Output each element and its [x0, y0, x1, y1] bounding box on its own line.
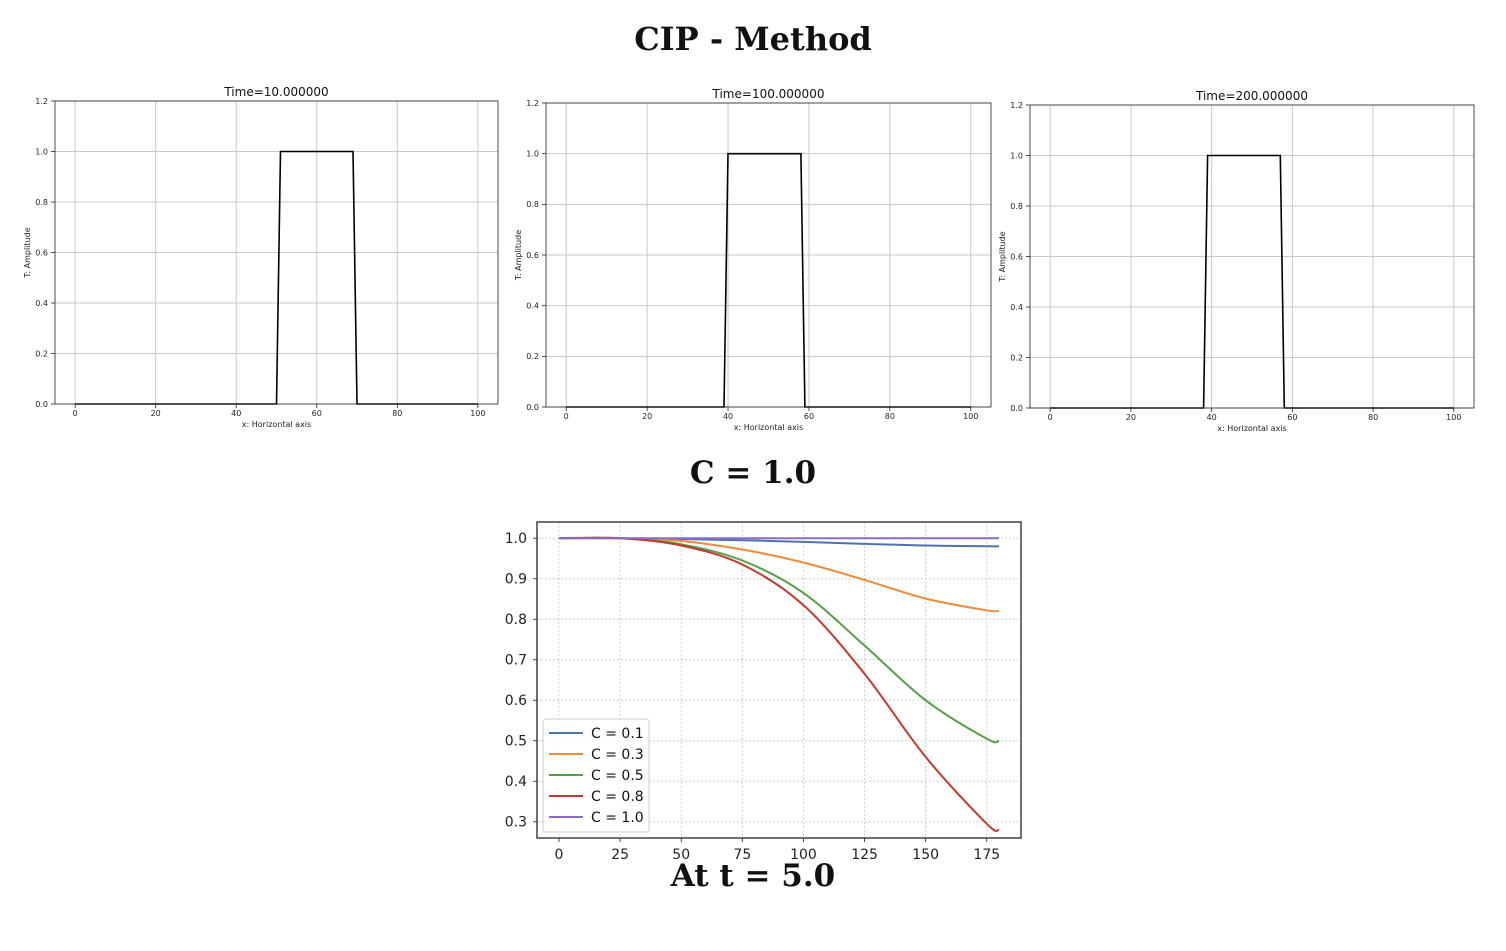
- legend-label: C = 0.3: [591, 747, 644, 763]
- x-tick-label: 125: [851, 847, 878, 863]
- y-tick-label: 0.6: [526, 251, 539, 260]
- y-tick-label: 0.2: [1010, 353, 1023, 362]
- y-tick-label: 0.4: [35, 299, 48, 308]
- x-tick-label: 0: [73, 409, 78, 418]
- plot-frame: [536, 521, 1022, 839]
- legend-label: C = 1.0: [591, 810, 644, 826]
- y-tick-label: 1.2: [526, 99, 539, 108]
- y-tick-label: 1.2: [35, 97, 48, 106]
- x-tick-label: 60: [312, 409, 322, 418]
- y-tick-label: 0.6: [505, 693, 527, 709]
- chart-title: Time=100.000000: [712, 87, 825, 101]
- legend-label: C = 0.8: [591, 789, 644, 805]
- x-tick-label: 40: [723, 412, 733, 421]
- legend-label: C = 0.1: [591, 726, 644, 742]
- x-tick-label: 25: [611, 847, 629, 863]
- x-axis-label: x: Horizontal axis: [1217, 424, 1286, 433]
- y-tick-label: 0.0: [1010, 404, 1023, 413]
- y-tick-label: 1.2: [1010, 101, 1023, 110]
- y-axis-label: T: Amplitude: [998, 231, 1007, 282]
- y-tick-label: 0.0: [35, 400, 48, 409]
- chart-3: 0 20 40 60 80 100 0.0 0.2 0.4 0.6 0.8 1.0 1.2 Time=20…: [998, 89, 1475, 433]
- series-line-1: [566, 152, 971, 408]
- y-tick-label: 0.4: [505, 774, 527, 790]
- y-axis-label: T: Amplitude: [23, 227, 32, 278]
- y-tick-label: 0.8: [1010, 202, 1023, 211]
- x-axis-label: x: Horizontal axis: [242, 420, 311, 429]
- x-axis-label: x: Horizontal axis: [734, 423, 803, 432]
- x-tick-label: 175: [973, 847, 1000, 863]
- chart-title: Time=200.000000: [1195, 89, 1308, 103]
- x-tick-label: 40: [1207, 413, 1217, 422]
- legend-box: [542, 718, 650, 833]
- x-tick-label: 80: [1368, 413, 1378, 422]
- series-line-3: [558, 536, 1000, 744]
- time-label: At t = 5.0: [670, 858, 836, 894]
- chart-title: Time=10.000000: [223, 85, 328, 99]
- y-tick-label: 0.4: [526, 301, 539, 310]
- x-tick-label: 20: [1126, 413, 1136, 422]
- x-tick-label: 20: [642, 412, 652, 421]
- chart-1: 0 20 40 60 80 100 0.0 0.2 0.4 0.6 0.8 1.0 1.2 Time=10…: [23, 85, 499, 429]
- y-tick-label: 0.0: [526, 403, 539, 412]
- legend: C = 0.1 C = 0.3 C = 0.5 C = 0.8 C = 1.0: [542, 718, 650, 833]
- legend-label: C = 0.5: [591, 768, 644, 784]
- x-tick-label: 100: [470, 409, 485, 418]
- x-tick-label: 50: [672, 847, 690, 863]
- series-line-4: [558, 536, 1000, 833]
- y-axis-label: T: Amplitude: [514, 230, 523, 281]
- series-line-2: [558, 536, 1000, 613]
- x-tick-label: 20: [151, 409, 161, 418]
- y-tick-label: 0.3: [505, 815, 527, 831]
- chart-2: 0 20 40 60 80 100 0.0 0.2 0.4 0.6 0.8 1.0 1.2 Time=10…: [514, 87, 992, 432]
- chart-4: 0 25 50 75 100 125 150 175 0.3 0.4 0.5 0.6 0.7 0.8 0.9…: [505, 521, 1022, 863]
- courant-number-label: C = 1.0: [689, 455, 817, 491]
- x-tick-label: 40: [231, 409, 241, 418]
- x-tick-label: 75: [733, 847, 751, 863]
- y-tick-label: 1.0: [1010, 151, 1023, 160]
- y-tick-label: 1.0: [35, 147, 48, 156]
- x-tick-label: 100: [1446, 413, 1461, 422]
- y-tick-label: 0.8: [526, 200, 539, 209]
- y-tick-label: 1.0: [526, 149, 539, 158]
- y-tick-label: 0.2: [35, 349, 48, 358]
- y-tick-label: 0.6: [1010, 252, 1023, 261]
- x-tick-label: 80: [392, 409, 402, 418]
- x-tick-label: 150: [912, 847, 939, 863]
- y-tick-label: 0.9: [505, 572, 527, 588]
- x-tick-label: 100: [963, 412, 978, 421]
- x-tick-label: 60: [1287, 413, 1297, 422]
- x-tick-label: 0: [564, 412, 569, 421]
- x-tick-label: 0: [555, 847, 564, 863]
- y-tick-label: 0.8: [35, 198, 48, 207]
- x-tick-label: 0: [1048, 413, 1053, 422]
- page-title: CIP - Method: [634, 20, 872, 58]
- x-tick-label: 60: [804, 412, 814, 421]
- y-tick-label: 0.2: [526, 352, 539, 361]
- series-line-1: [75, 150, 478, 405]
- x-tick-label: 80: [885, 412, 895, 421]
- y-tick-label: 0.6: [35, 248, 48, 257]
- x-tick-label: 100: [790, 847, 817, 863]
- y-tick-label: 1.0: [505, 531, 527, 547]
- y-tick-label: 0.8: [505, 612, 527, 628]
- y-tick-label: 0.5: [505, 734, 527, 750]
- series-line-1: [1050, 154, 1454, 409]
- y-tick-label: 0.4: [1010, 303, 1023, 312]
- y-tick-label: 0.7: [505, 653, 527, 669]
